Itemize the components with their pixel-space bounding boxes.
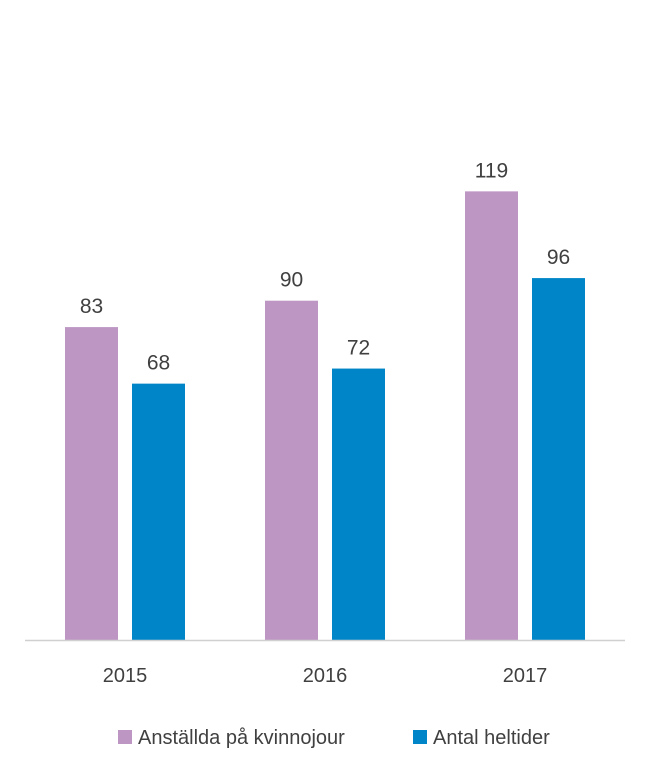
- data-label-2016-series-2: 72: [347, 337, 370, 360]
- x-tick-label-2016: 2016: [303, 665, 348, 687]
- legend-label-series-2: Antal heltider: [433, 727, 550, 749]
- data-label-2017-series-1: 119: [475, 159, 508, 182]
- data-label-2017-series-2: 96: [547, 246, 570, 269]
- bar-2016-series-2: [332, 368, 385, 640]
- bar-2017-series-2: [532, 278, 585, 640]
- bars-layer: [65, 191, 585, 640]
- bar-2017-series-1: [465, 191, 518, 640]
- x-tick-labels: 2015 2016 2017: [103, 665, 548, 687]
- x-tick-label-2017: 2017: [503, 665, 548, 687]
- legend-swatch-series-2: [413, 730, 427, 744]
- bar-2016-series-1: [265, 300, 318, 640]
- data-label-2016-series-1: 90: [280, 269, 303, 292]
- data-labels-layer: 83 68 90 72 119 96: [80, 159, 570, 374]
- data-label-2015-series-1: 83: [80, 295, 103, 318]
- bar-2015-series-1: [65, 327, 118, 640]
- legend-label-series-1: Anställda på kvinnojour: [138, 727, 345, 749]
- bar-2015-series-2: [132, 383, 185, 640]
- legend-swatch-series-1: [118, 730, 132, 744]
- x-tick-label-2015: 2015: [103, 665, 148, 687]
- data-label-2015-series-2: 68: [147, 352, 170, 375]
- legend: Anställda på kvinnojour Antal heltider: [118, 727, 550, 749]
